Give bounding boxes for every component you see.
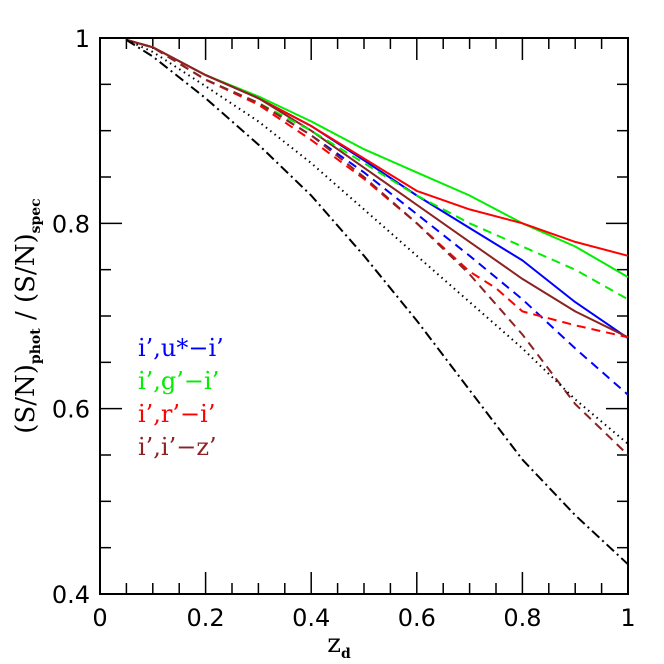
x-tick-label: 1 [620, 604, 635, 632]
y-tick-label: 0.8 [52, 210, 90, 238]
series-lines [125, 38, 629, 566]
x-tick-label: 0.4 [292, 604, 330, 632]
series-line-dotted-8 [125, 38, 629, 445]
legend-entry-g-i: i’,g’−i’ [138, 367, 219, 395]
legend-entry-r-i: i’,r’−i’ [138, 400, 215, 428]
plot-frame [99, 37, 629, 595]
series-line-solid-3 [126, 38, 629, 339]
legend: i’,u*−i’ i’,g’−i’ i’,r’−i’ i’,i’−z’ [138, 334, 224, 461]
x-axis-title: zd [327, 629, 351, 662]
y-axis-title: (S/N)phot / (S/N)spec [11, 198, 44, 433]
legend-entry-u-i: i’,u*−i’ [138, 334, 224, 362]
x-tick-label: 0.6 [398, 604, 436, 632]
x-tick-label: 0.8 [503, 604, 541, 632]
series-line-solid-1 [126, 38, 629, 278]
ticks [99, 37, 629, 595]
x-tick-label: 0 [92, 604, 107, 632]
series-line-dashed-7 [126, 38, 629, 456]
y-tick-label: 0.6 [52, 396, 90, 424]
legend-entry-i-z: i’,i’−z’ [138, 433, 217, 461]
series-line-dashdot-9 [125, 39, 629, 566]
tick-labels: 0 0.2 0.4 0.6 0.8 1 0.4 0.6 0.8 1 [52, 25, 636, 632]
y-tick-label: 1 [75, 25, 90, 53]
x-tick-label: 0.2 [187, 604, 225, 632]
y-tick-label: 0.4 [52, 581, 90, 609]
